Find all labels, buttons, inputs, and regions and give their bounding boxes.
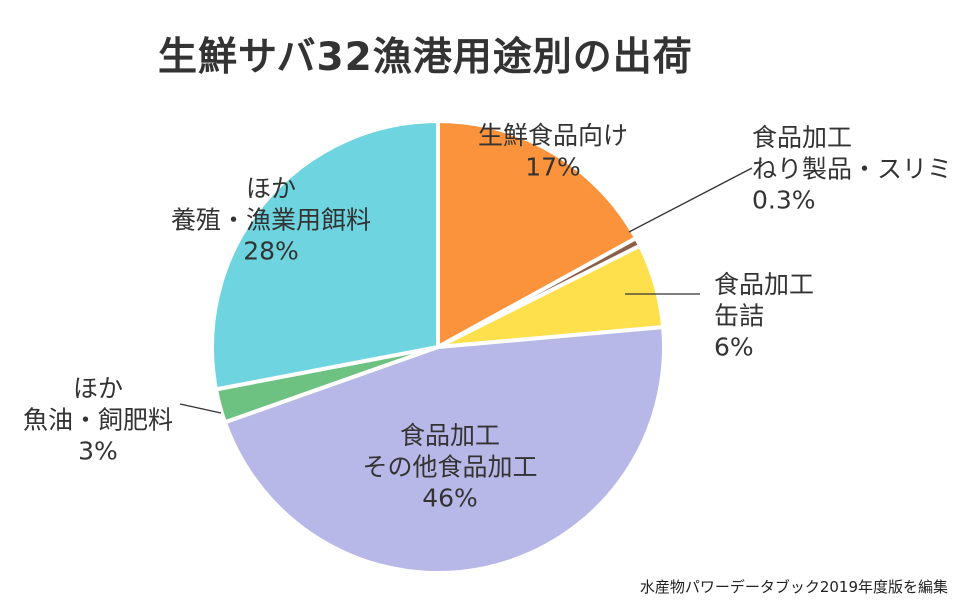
slice-label-6: ほか養殖・漁業用餌料 28% <box>171 174 371 266</box>
pie-slice-1 <box>436 119 639 349</box>
slice-label-5: ほか魚油・飼肥料 3% <box>23 374 173 466</box>
slice-percent: 46% <box>422 484 478 513</box>
leader-line-5 <box>179 403 222 414</box>
slice-label-line: ねり製品・スリミ <box>752 154 952 183</box>
pie-slice-6 <box>210 119 440 392</box>
leader-line-2 <box>628 167 753 233</box>
slice-percent: 28% <box>243 237 299 266</box>
slice-label-line: 食品加工 <box>714 270 814 299</box>
slice-label-line: 缶詰 <box>714 301 764 330</box>
pie-slice-4 <box>222 325 666 575</box>
slice-label-3: 食品加工缶詰 6% <box>714 270 814 362</box>
slice-label-line: 魚油・飼肥料 <box>23 405 173 434</box>
slice-label-line: 食品加工 <box>752 123 852 152</box>
slice-label-1: 生鮮食品向け 17% <box>478 121 628 181</box>
slice-label-line: 生鮮食品向け <box>478 121 628 150</box>
slice-percent: 6% <box>714 333 754 362</box>
chart-title: 生鮮サバ32漁港用途別の出荷 <box>158 35 693 80</box>
slice-label-line: ほか <box>246 174 296 203</box>
slice-label-line: その他食品加工 <box>362 452 537 481</box>
slice-percent: 3% <box>78 437 118 466</box>
slice-label-2: 食品加工ねり製品・スリミ 0.3% <box>752 123 952 215</box>
slice-percent: 17% <box>525 152 581 181</box>
slice-percent: 0.3% <box>752 186 816 215</box>
slice-label-line: 食品加工 <box>400 421 500 450</box>
source-note: 水産物パワーデータブック2019年度版を編集 <box>639 578 948 596</box>
slice-label-line: 養殖・漁業用餌料 <box>171 205 371 234</box>
slice-label-line: ほか <box>73 374 123 403</box>
slice-label-4: 食品加工その他食品加工 46% <box>362 421 537 513</box>
